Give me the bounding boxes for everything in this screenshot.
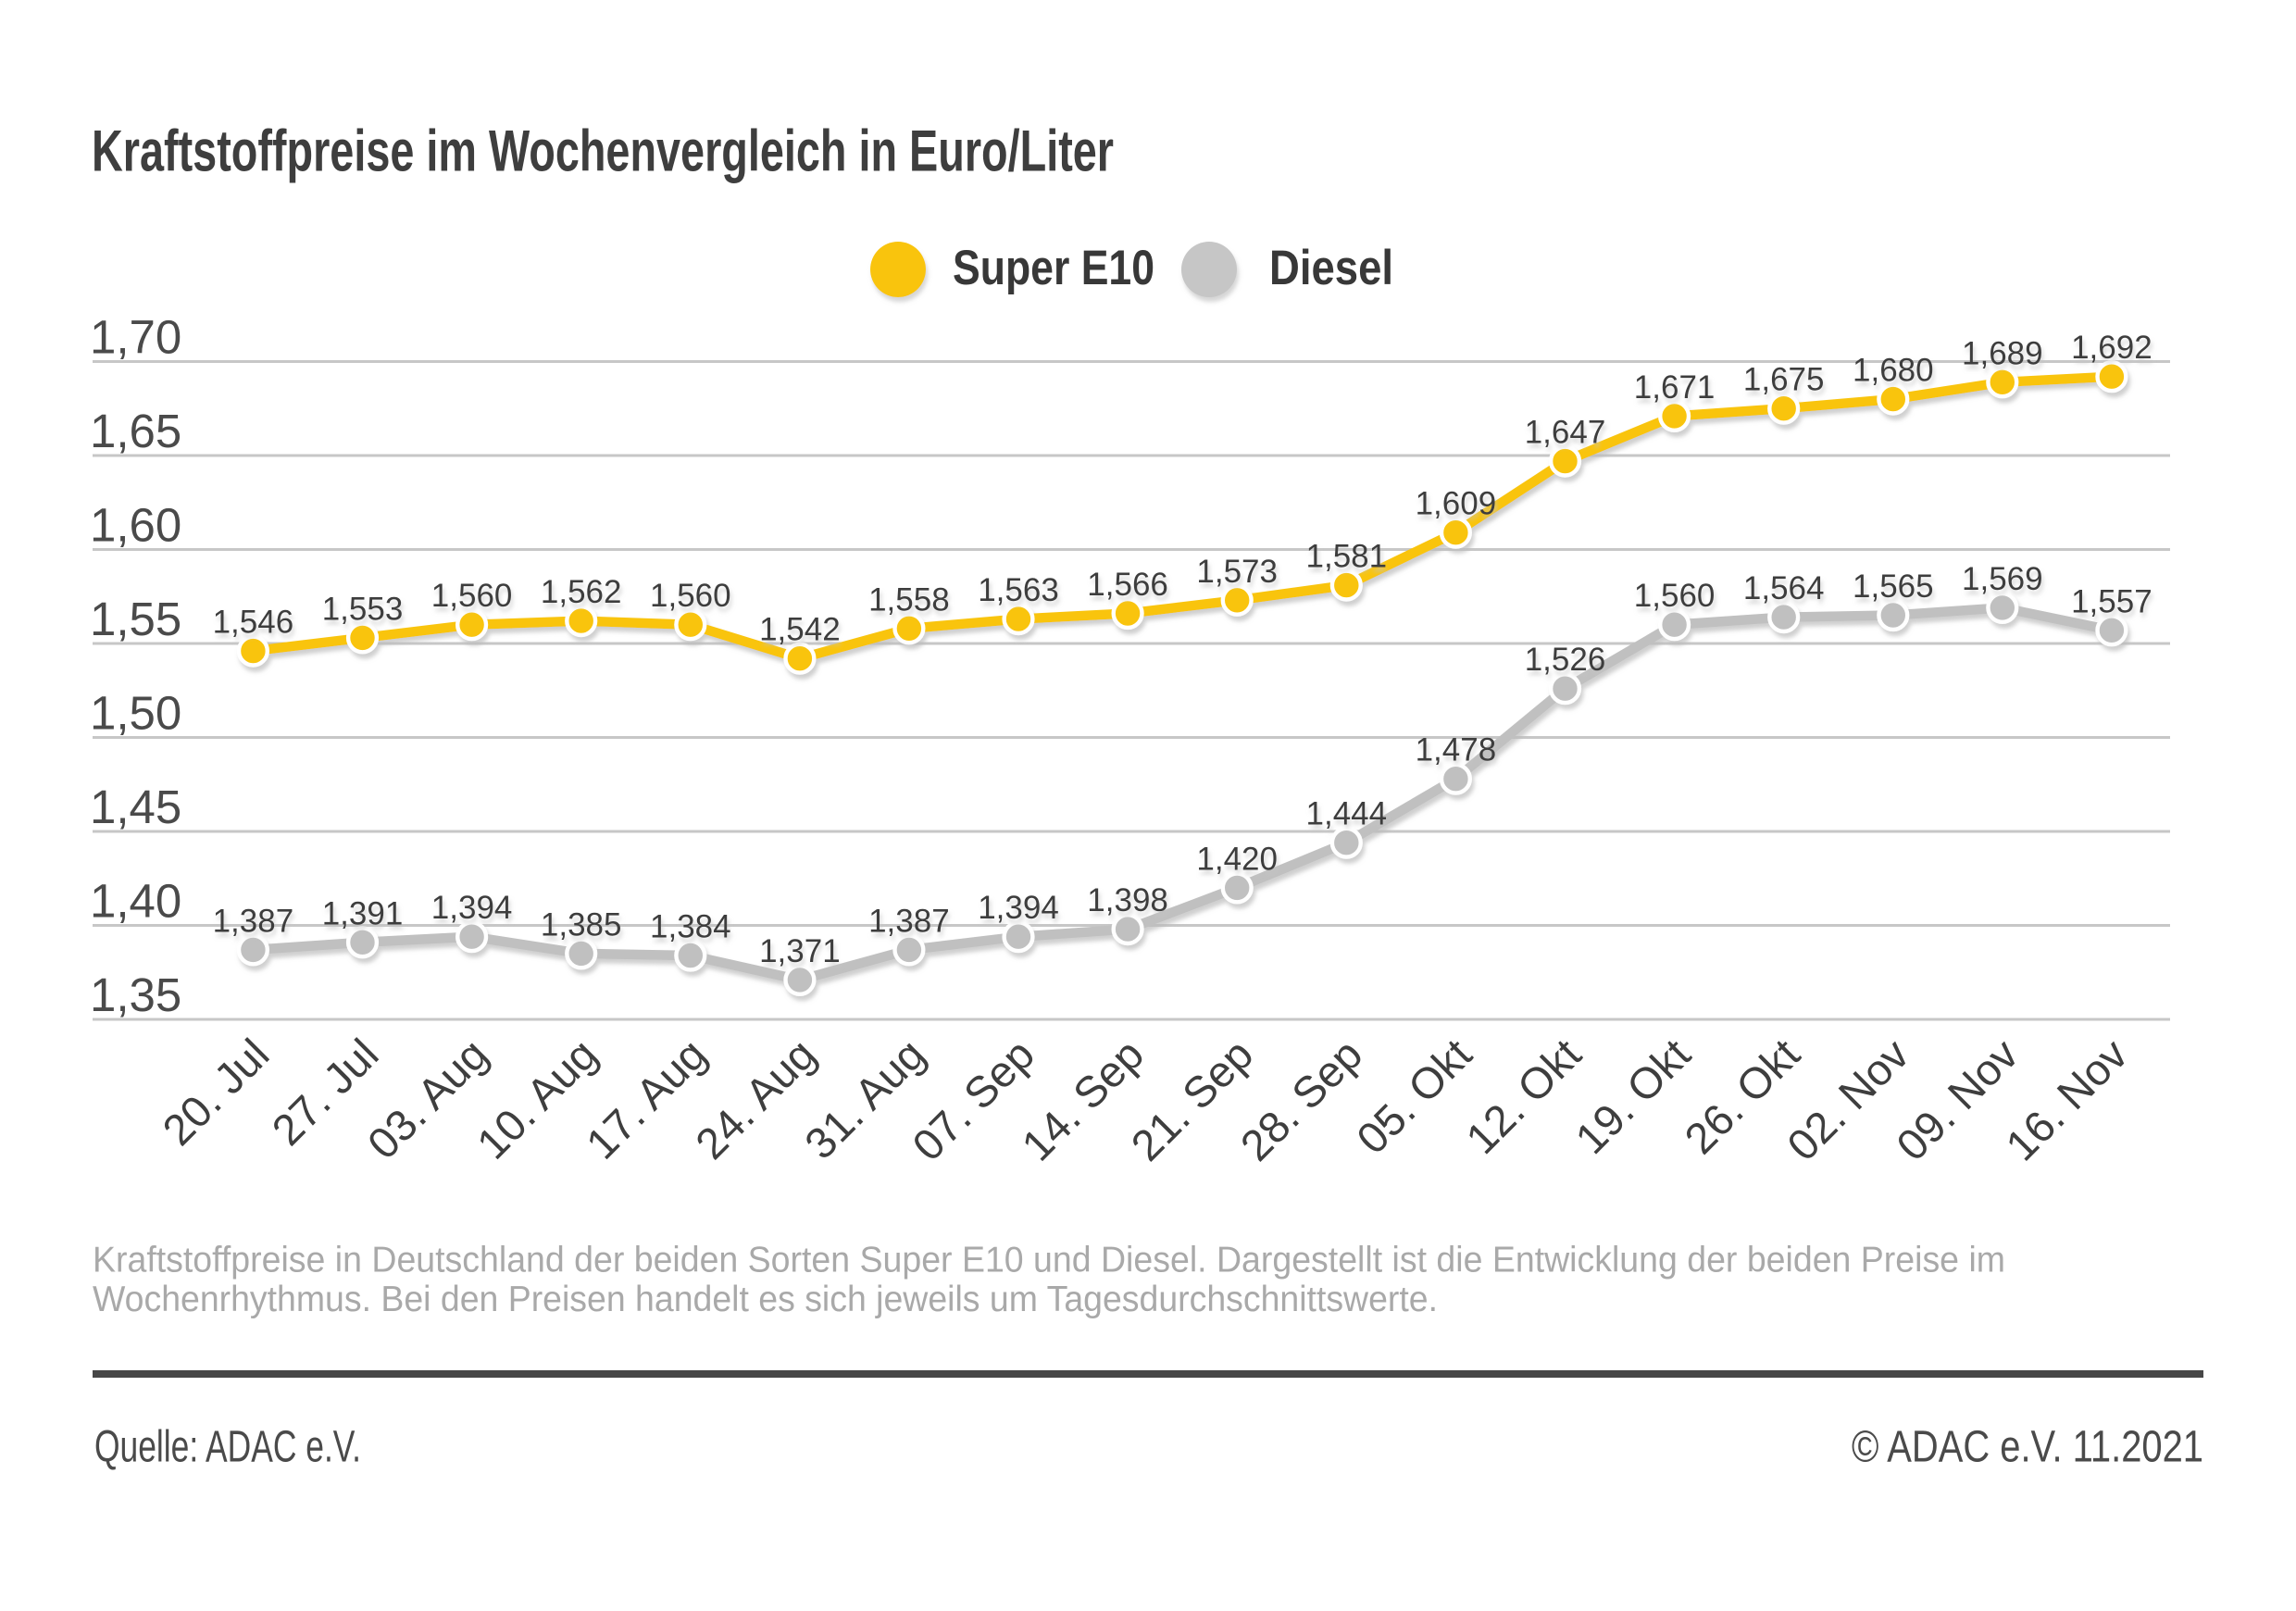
svg-text:Quelle: ADAC e.V.: Quelle: ADAC e.V. [94, 1423, 361, 1472]
svg-text:1,478: 1,478 [1416, 732, 1497, 768]
svg-text:1,398: 1,398 [1087, 882, 1168, 918]
svg-text:1,40: 1,40 [90, 875, 181, 928]
svg-text:1,394: 1,394 [431, 890, 513, 926]
svg-text:1,566: 1,566 [1087, 567, 1168, 603]
svg-text:1,563: 1,563 [978, 572, 1059, 608]
svg-text:Kraftstoffpreise im Wochenverg: Kraftstoffpreise im Wochenvergleich in E… [92, 119, 1114, 184]
svg-text:1,542: 1,542 [759, 612, 841, 648]
svg-text:1,573: 1,573 [1196, 554, 1278, 590]
svg-text:1,560: 1,560 [1634, 578, 1716, 614]
svg-text:1,70: 1,70 [90, 311, 181, 364]
svg-text:1,387: 1,387 [213, 903, 294, 939]
svg-text:1,420: 1,420 [1196, 841, 1278, 877]
svg-text:1,692: 1,692 [2071, 330, 2152, 366]
svg-text:1,609: 1,609 [1416, 486, 1497, 522]
svg-text:1,55: 1,55 [90, 593, 181, 645]
svg-text:1,50: 1,50 [90, 687, 181, 740]
svg-text:1,560: 1,560 [650, 578, 731, 614]
svg-text:1,680: 1,680 [1853, 353, 1934, 389]
svg-text:© ADAC e.V. 11.2021: © ADAC e.V. 11.2021 [1852, 1423, 2203, 1472]
svg-text:1,647: 1,647 [1525, 415, 1606, 451]
svg-text:Super E10: Super E10 [953, 241, 1154, 295]
svg-text:1,689: 1,689 [1962, 335, 2043, 371]
svg-text:1,560: 1,560 [431, 578, 513, 614]
svg-text:1,558: 1,558 [868, 581, 950, 618]
svg-text:1,569: 1,569 [1962, 561, 2043, 597]
svg-text:1,45: 1,45 [90, 781, 181, 833]
svg-text:1,671: 1,671 [1634, 369, 1716, 406]
svg-text:1,394: 1,394 [978, 890, 1059, 926]
svg-text:1,564: 1,564 [1743, 570, 1825, 606]
svg-text:Kraftstoffpreise in Deutschlan: Kraftstoffpreise in Deutschland der beid… [93, 1241, 2005, 1280]
svg-text:1,384: 1,384 [650, 909, 731, 945]
svg-text:1,385: 1,385 [541, 906, 622, 943]
svg-text:1,60: 1,60 [90, 499, 181, 552]
svg-text:Wochenrhythmus. Bei den Preise: Wochenrhythmus. Bei den Preisen handelt … [93, 1280, 1438, 1319]
svg-text:1,444: 1,444 [1306, 796, 1388, 832]
svg-text:1,371: 1,371 [759, 933, 841, 969]
svg-text:1,557: 1,557 [2071, 583, 2152, 619]
svg-text:Diesel: Diesel [1269, 241, 1393, 295]
svg-text:1,546: 1,546 [213, 605, 294, 641]
svg-text:1,581: 1,581 [1306, 539, 1388, 575]
svg-text:1,65: 1,65 [90, 405, 181, 457]
svg-text:1,553: 1,553 [322, 591, 404, 627]
svg-text:1,675: 1,675 [1743, 362, 1825, 398]
svg-text:1,562: 1,562 [541, 574, 622, 610]
svg-text:1,35: 1,35 [90, 968, 181, 1021]
svg-text:1,565: 1,565 [1853, 568, 1934, 605]
svg-text:1,391: 1,391 [322, 895, 404, 931]
svg-text:1,387: 1,387 [868, 903, 950, 939]
svg-text:1,526: 1,526 [1525, 642, 1606, 678]
